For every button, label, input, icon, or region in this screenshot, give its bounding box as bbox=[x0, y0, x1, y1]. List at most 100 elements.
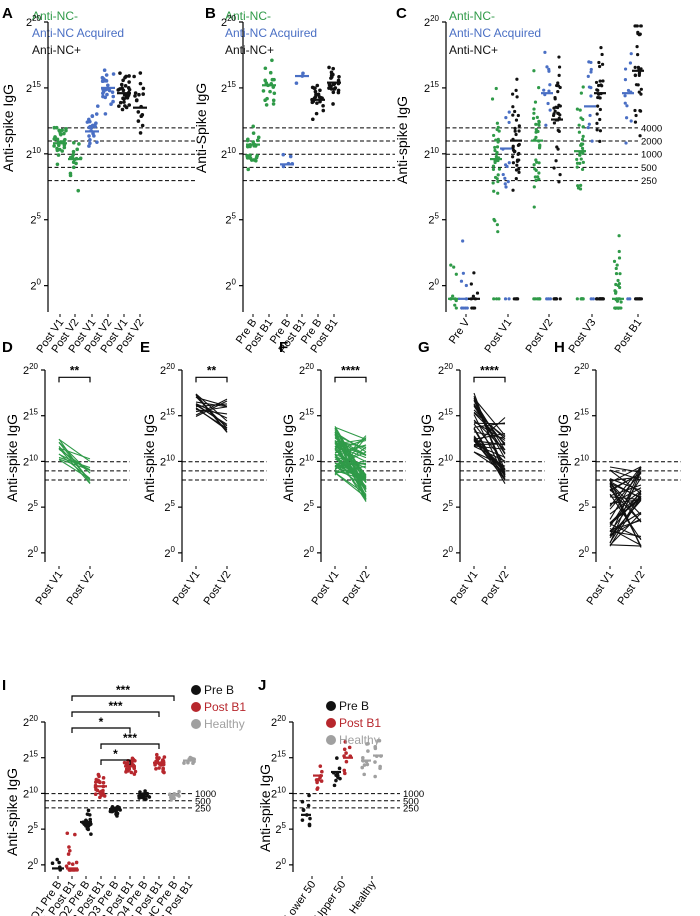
panel-h-pair-line bbox=[609, 469, 642, 495]
panel-c-point bbox=[581, 85, 585, 89]
panel-i-point bbox=[67, 861, 71, 865]
panel-c-point bbox=[589, 60, 593, 65]
panel-g-pair-line bbox=[473, 409, 506, 440]
panel-i-point bbox=[98, 795, 102, 800]
panel-a-point bbox=[55, 146, 59, 151]
panel-c-point bbox=[595, 128, 599, 132]
panel-label-d: D bbox=[2, 339, 13, 356]
panel-b-point bbox=[254, 158, 258, 163]
panel-j-point bbox=[378, 764, 382, 769]
panel-c-point bbox=[492, 217, 496, 222]
panel-a-point bbox=[63, 137, 67, 142]
panel-a-point bbox=[124, 74, 128, 79]
panel-i-point bbox=[110, 809, 114, 814]
panel-c-point bbox=[514, 118, 519, 122]
panel-label-e: E bbox=[140, 339, 150, 356]
panel-label-f: F bbox=[279, 339, 288, 356]
panel-b-point bbox=[281, 164, 286, 169]
panel-i-point bbox=[67, 845, 71, 849]
panel-b-point bbox=[314, 111, 319, 116]
panel-c-point bbox=[595, 297, 599, 301]
panel-a-y-tick-label: 210 bbox=[26, 146, 42, 161]
panel-i: I Anti-spike IgG bbox=[2, 677, 20, 856]
panel-b-point bbox=[272, 91, 277, 96]
panel-j-point bbox=[360, 765, 365, 770]
panel-h-pair-line bbox=[609, 484, 642, 497]
panel-a-point bbox=[117, 104, 121, 108]
panel-c-point bbox=[537, 177, 541, 181]
panel-c-point bbox=[594, 80, 599, 85]
panel-c-y-tick-label: 215 bbox=[424, 80, 440, 95]
panel-g-y-tick-label: 215 bbox=[438, 408, 454, 423]
panel-c-point bbox=[461, 271, 465, 275]
panel-g-pair-line bbox=[473, 435, 506, 473]
panel-c-point bbox=[532, 297, 536, 301]
panel-d-pair-line bbox=[58, 447, 91, 460]
panel-i-point bbox=[129, 770, 134, 775]
panel-b-point bbox=[294, 81, 299, 85]
panel-f-significance-bracket bbox=[334, 376, 367, 383]
panel-a-point bbox=[104, 73, 109, 77]
panel-i-legend-marker bbox=[191, 685, 201, 695]
panel-b-y-tick-label: 25 bbox=[225, 212, 236, 227]
panel-b-point bbox=[251, 124, 256, 129]
panel-i-y-tick-label: 210 bbox=[23, 785, 39, 800]
panel-j-legend-marker bbox=[326, 701, 336, 711]
panel-i-significance-bracket bbox=[71, 727, 131, 733]
panel-b-point bbox=[245, 155, 250, 160]
panel-i-point bbox=[101, 776, 106, 780]
panel-a-point bbox=[95, 140, 99, 144]
panel-b-point bbox=[301, 71, 305, 76]
panel-c-point bbox=[511, 105, 515, 109]
panel-c-point bbox=[575, 297, 579, 301]
panel-j-reference-label: 250 bbox=[403, 803, 419, 814]
panel-i-point bbox=[157, 766, 161, 770]
panel-c-point bbox=[465, 306, 469, 310]
panel-label-j: J bbox=[258, 677, 266, 694]
panel-b-y-tick-label: 215 bbox=[221, 80, 237, 95]
panel-c-point bbox=[617, 256, 622, 260]
panel-h-x-tick-label: Post V1 bbox=[585, 569, 617, 607]
panel-f-x-tick-label: Post V2 bbox=[341, 569, 373, 607]
panel-i-significance-label: *** bbox=[116, 683, 130, 697]
panel-i-point bbox=[172, 796, 176, 801]
panel-c-point bbox=[557, 73, 561, 77]
panel-label-c: C bbox=[396, 5, 407, 22]
panel-j-point bbox=[315, 780, 319, 785]
panel-c-point bbox=[636, 30, 640, 34]
panel-j-legend-label: Healthy bbox=[339, 733, 380, 747]
panel-a-point bbox=[103, 112, 108, 116]
panel-c-legend-1: Anti-NC- bbox=[449, 9, 495, 23]
panel-c-point bbox=[556, 128, 560, 132]
panel-g-y-tick-label: 20 bbox=[442, 545, 453, 560]
panel-c-point bbox=[626, 297, 630, 301]
panel-c-point bbox=[514, 177, 518, 181]
panel-c-point bbox=[503, 176, 507, 180]
panel-i-point bbox=[57, 860, 61, 865]
panel-c-point bbox=[588, 113, 592, 118]
panel-j-point bbox=[376, 738, 380, 743]
panel-e-significance-label: ** bbox=[207, 363, 217, 377]
panel-a-point bbox=[62, 145, 67, 150]
panel-c-point bbox=[507, 297, 511, 301]
panel-e-x-tick-label: Post V2 bbox=[202, 569, 234, 607]
panel-c-point bbox=[516, 297, 520, 301]
panel-b-point bbox=[327, 65, 331, 70]
panel-c-point bbox=[558, 113, 562, 117]
panel-j-point bbox=[365, 762, 370, 767]
panel-e-x-tick-label: Post V1 bbox=[171, 569, 203, 607]
panel-a-point bbox=[55, 162, 60, 167]
panel-h-pair-line bbox=[609, 512, 642, 546]
panel-a-point bbox=[76, 188, 81, 193]
panel-j-reference-label: 1000 bbox=[403, 789, 424, 800]
panel-j-point bbox=[315, 786, 320, 790]
panel-i-point bbox=[177, 789, 181, 794]
panel-c-point bbox=[547, 69, 551, 73]
panel-b-legend-1: Anti-NC- bbox=[225, 9, 271, 23]
panel-label-i: I bbox=[2, 677, 6, 694]
panel-j-y-tick-label: 210 bbox=[271, 785, 287, 800]
panel-j-y-tick-label: 220 bbox=[271, 714, 287, 729]
panel-c-point bbox=[511, 161, 515, 165]
panel-c-point bbox=[589, 94, 593, 98]
panel-c-point bbox=[623, 94, 627, 98]
